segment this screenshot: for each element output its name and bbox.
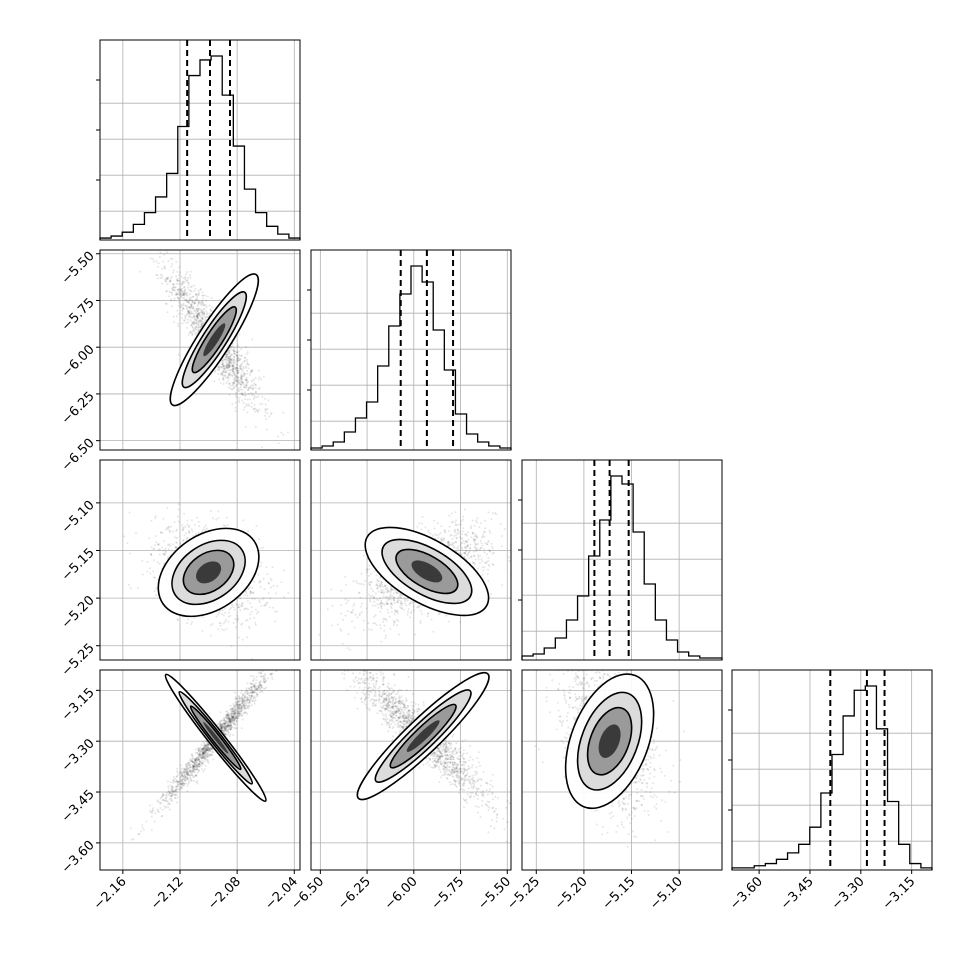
density-contour [411, 560, 443, 583]
scatter-panel-3-1 [310, 669, 512, 871]
y-tick-label: −5.20 [59, 593, 98, 632]
panel-frame [310, 669, 512, 871]
density-contour [406, 720, 440, 752]
x-tick-label: −2.12 [148, 874, 187, 913]
y-tick-label: −6.50 [59, 436, 98, 475]
histogram-panel-3 [728, 669, 933, 871]
panel-frame [521, 669, 723, 871]
panel-frame [99, 669, 301, 871]
y-tick-label: −5.10 [59, 498, 98, 537]
y-tick-label: −6.25 [59, 389, 98, 428]
y-tick-label: −5.25 [59, 641, 98, 680]
histogram-panel-2 [518, 459, 723, 661]
scatter-panel-2-1 [310, 459, 512, 661]
scatter-panel-3-2 [521, 669, 723, 871]
panel-frame [731, 669, 933, 871]
x-tick-label: −3.45 [778, 874, 817, 913]
histogram-step-line [731, 685, 933, 870]
scatter-panel-3-0 [99, 669, 301, 871]
y-tick-label: −3.15 [59, 685, 98, 724]
panel-frame [99, 39, 301, 241]
y-tick-label: −6.00 [59, 342, 98, 381]
x-tick-label: −5.15 [600, 874, 639, 913]
x-tick-label: −5.25 [504, 874, 543, 913]
x-tick-label: −5.75 [429, 874, 468, 913]
histogram-step-line [99, 55, 301, 240]
x-tick-label: −5.10 [647, 874, 686, 913]
y-tick-label: −5.75 [59, 296, 98, 335]
panel-frame [310, 459, 512, 661]
y-tick-label: −3.45 [59, 787, 98, 826]
panel-frame [99, 459, 301, 661]
density-contour [195, 561, 222, 584]
panel-frame [310, 249, 512, 451]
scatter-panel-2-0 [99, 459, 301, 661]
y-tick-label: −5.50 [59, 249, 98, 288]
panel-frame [521, 459, 723, 661]
density-contour [203, 323, 226, 357]
histogram-step-line [521, 475, 723, 660]
histogram-step-line [310, 265, 512, 450]
density-contour [598, 724, 621, 758]
x-tick-label: −3.15 [880, 874, 919, 913]
y-tick-label: −3.30 [59, 736, 98, 775]
panel-frame [99, 249, 301, 451]
y-tick-label: −5.15 [59, 546, 98, 585]
x-tick-label: −2.08 [205, 874, 244, 913]
scatter-panel-1-0 [99, 249, 301, 451]
x-tick-label: −5.20 [552, 874, 591, 913]
x-tick-label: −6.00 [382, 874, 421, 913]
density-contour [203, 721, 229, 754]
histogram-panel-1 [307, 249, 512, 451]
y-tick-label: −3.60 [59, 838, 98, 877]
histogram-panel-0 [96, 39, 301, 241]
x-tick-label: −6.25 [335, 874, 374, 913]
x-tick-label: −2.16 [91, 874, 130, 913]
x-tick-label: −3.30 [829, 874, 868, 913]
x-tick-label: −3.60 [727, 874, 766, 913]
